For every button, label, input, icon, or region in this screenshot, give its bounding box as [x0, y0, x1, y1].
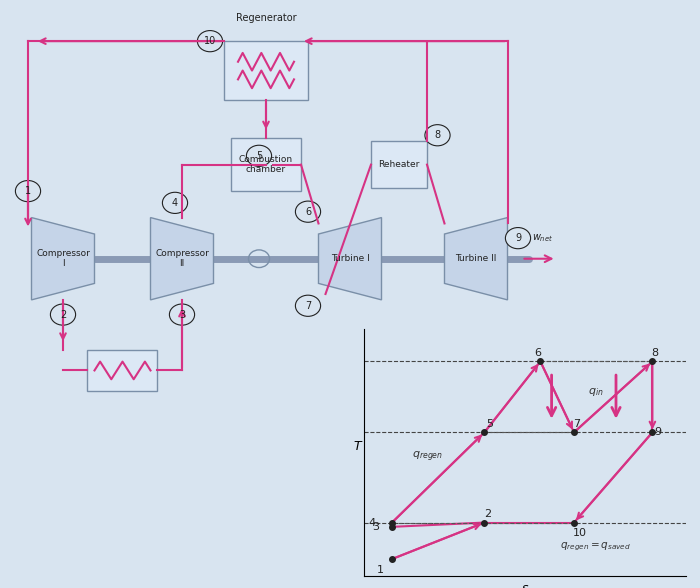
- Text: 7: 7: [573, 419, 580, 429]
- Polygon shape: [444, 218, 508, 300]
- FancyBboxPatch shape: [231, 138, 301, 191]
- Polygon shape: [32, 218, 94, 300]
- Text: 9: 9: [654, 427, 661, 437]
- Text: 8: 8: [652, 348, 659, 358]
- Text: 10: 10: [204, 36, 216, 46]
- Text: 3: 3: [372, 522, 379, 532]
- Text: 2: 2: [60, 309, 66, 320]
- Y-axis label: T: T: [354, 440, 361, 453]
- Polygon shape: [150, 218, 214, 300]
- Text: $q_{regen}$: $q_{regen}$: [412, 450, 443, 464]
- Text: Compressor
II: Compressor II: [155, 249, 209, 268]
- X-axis label: s: s: [522, 582, 528, 588]
- Text: Compressor
I: Compressor I: [36, 249, 90, 268]
- Polygon shape: [318, 218, 382, 300]
- Circle shape: [197, 31, 223, 52]
- FancyBboxPatch shape: [88, 350, 158, 391]
- Text: $q_{in}$: $q_{in}$: [588, 386, 603, 397]
- Text: 3: 3: [179, 309, 185, 320]
- Circle shape: [295, 295, 321, 316]
- Circle shape: [505, 228, 531, 249]
- Text: 2: 2: [484, 509, 491, 519]
- Text: 8: 8: [435, 130, 440, 141]
- Circle shape: [15, 181, 41, 202]
- Circle shape: [295, 201, 321, 222]
- Text: Reheater: Reheater: [378, 160, 420, 169]
- Text: 6: 6: [305, 206, 311, 217]
- Text: 5: 5: [486, 419, 493, 429]
- Text: 10: 10: [573, 528, 587, 538]
- FancyBboxPatch shape: [371, 141, 427, 188]
- Text: $q_{regen} = q_{saved}$: $q_{regen} = q_{saved}$: [560, 541, 631, 553]
- Text: 1: 1: [25, 186, 31, 196]
- Text: 1: 1: [377, 565, 384, 575]
- Text: $w_{net}$: $w_{net}$: [532, 232, 553, 244]
- Text: Regenerator: Regenerator: [236, 12, 296, 23]
- FancyBboxPatch shape: [224, 41, 308, 100]
- Circle shape: [169, 304, 195, 325]
- Text: 7: 7: [305, 300, 311, 311]
- Text: 4: 4: [172, 198, 178, 208]
- Text: Turbine I: Turbine I: [330, 254, 370, 263]
- Circle shape: [246, 145, 272, 166]
- Text: 4: 4: [369, 517, 376, 527]
- Circle shape: [162, 192, 188, 213]
- Text: Turbine II: Turbine II: [455, 254, 497, 263]
- Text: 6: 6: [534, 348, 541, 358]
- Circle shape: [50, 304, 76, 325]
- Text: 9: 9: [515, 233, 521, 243]
- Text: Combustion
chamber: Combustion chamber: [239, 155, 293, 174]
- Circle shape: [425, 125, 450, 146]
- Text: 5: 5: [256, 151, 262, 161]
